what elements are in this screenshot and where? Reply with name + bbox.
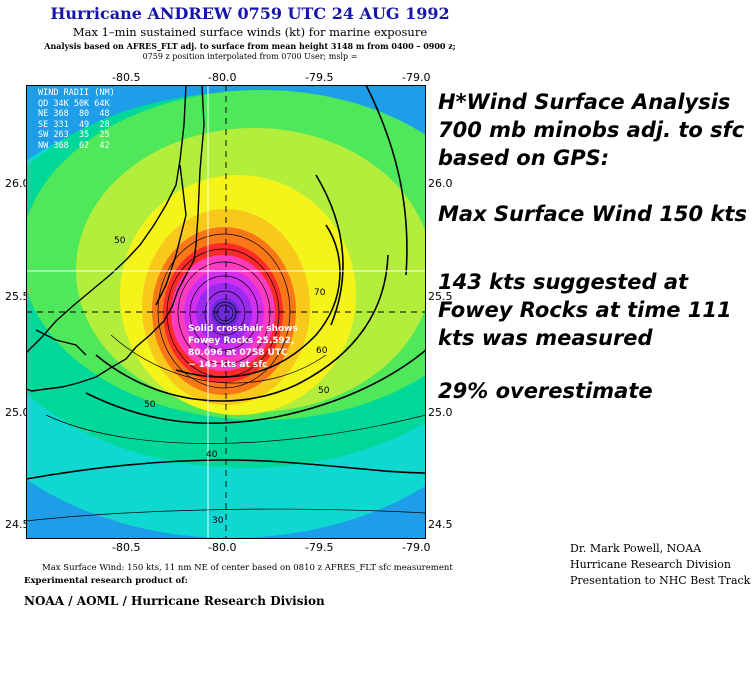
summary-line: Max Surface Wind 150 kts — [438, 202, 747, 226]
summary-line: based on GPS: — [438, 146, 610, 170]
map-frame — [26, 85, 426, 539]
lat-tick-left: 25.5 — [5, 290, 30, 303]
wind-radii-row: SW 263 35 25 — [38, 130, 110, 140]
crosshair-note-line: Solid crosshair shows — [188, 324, 298, 334]
summary-line: 29% overestimate — [438, 379, 653, 403]
wind-field-map: 30 40 50 50 60 70 50 — [26, 85, 426, 539]
lon-tick-bottom: -79.5 — [305, 541, 334, 554]
florida-coastline — [26, 85, 205, 392]
contour-label: 70 — [314, 288, 326, 298]
max-wind-footnote: Max Surface Wind: 150 kts, 11 nm NE of c… — [42, 563, 453, 573]
lat-tick-right: 25.5 — [428, 290, 453, 303]
lat-tick-right: 26.0 — [428, 177, 453, 190]
agency-name: NOAA / AOML / Hurricane Research Divisio… — [24, 594, 325, 608]
wind-radii-row: SE 331 49 28 — [38, 119, 110, 130]
wind-radii-row: NW 368 62 42 — [38, 140, 110, 151]
credit-line: Presentation to NHC Best Track — [570, 574, 751, 587]
wind-radii-table: WIND RADII (NM) QD 34K 50K 64K NE 368 80 4… — [38, 88, 115, 151]
lat-tick-left: 25.0 — [5, 406, 30, 419]
contour-label: 50 — [144, 400, 156, 410]
summary-line: H*Wind Surface Analysis — [438, 90, 731, 114]
outer-contours — [26, 85, 426, 480]
wind-band-140 — [211, 298, 239, 328]
contour-label: 50 — [318, 386, 330, 396]
crosshair-note-line: 80.096 at 0758 UTC — [188, 348, 288, 358]
lon-tick-top: -79.5 — [305, 71, 334, 84]
crosshair-note-line: Fowey Rocks 25.592, — [188, 336, 295, 346]
lon-tick-bottom: -80.5 — [112, 541, 141, 554]
lat-tick-left: 26.0 — [5, 177, 30, 190]
analysis-summary-panel: H*Wind Surface Analysis 700 mb minobs ad… — [438, 88, 756, 405]
summary-line: Fowey Rocks at time 111 — [438, 298, 732, 322]
presenter-credit: Dr. Mark Powell, NOAA Hurricane Research… — [570, 541, 750, 589]
analysis-line-1: Analysis based on AFRES_FLT adj. to surf… — [44, 41, 456, 51]
lon-tick-bottom: -80.0 — [208, 541, 237, 554]
map-subtitle: Max 1–min sustained surface winds (kt) f… — [72, 25, 428, 39]
contour-label: 60 — [316, 346, 328, 356]
contour-label: 40 — [206, 450, 218, 460]
credit-line: Hurricane Research Division — [570, 558, 731, 571]
wind-radii-header: WIND RADII (NM) — [38, 88, 115, 98]
summary-line: 700 mb minobs adj. to sfc — [438, 118, 745, 142]
summary-line: kts was measured — [438, 326, 653, 350]
wind-radii-row: NE 368 80 48 — [38, 109, 110, 119]
lat-tick-left: 24.5 — [5, 518, 30, 531]
lon-tick-top: -79.0 — [402, 71, 431, 84]
map-title: Hurricane ANDREW 0759 UTC 24 AUG 1992 — [50, 4, 450, 23]
lat-tick-right: 24.5 — [428, 518, 453, 531]
lon-tick-top: -80.5 — [112, 71, 141, 84]
thin-contours — [26, 334, 426, 522]
lon-tick-bottom: -79.0 — [402, 541, 431, 554]
crosshair-note-line: ~ 143 kts at sfc — [188, 360, 268, 370]
lat-tick-right: 25.0 — [428, 406, 453, 419]
credit-line: Dr. Mark Powell, NOAA — [570, 542, 702, 555]
contour-label: 50 — [114, 236, 126, 246]
analysis-line-2: 0759 z position interpolated from 0700 U… — [142, 52, 358, 61]
lon-tick-top: -80.0 — [208, 71, 237, 84]
summary-line: 143 kts suggested at — [438, 270, 689, 294]
wind-radii-cols: QD 34K 50K 64K — [38, 98, 110, 109]
experimental-note: Experimental research product of: — [24, 576, 188, 586]
crosshair-note: Solid crosshair shows Fowey Rocks 25.592… — [188, 323, 298, 371]
contour-label: 30 — [212, 516, 224, 526]
